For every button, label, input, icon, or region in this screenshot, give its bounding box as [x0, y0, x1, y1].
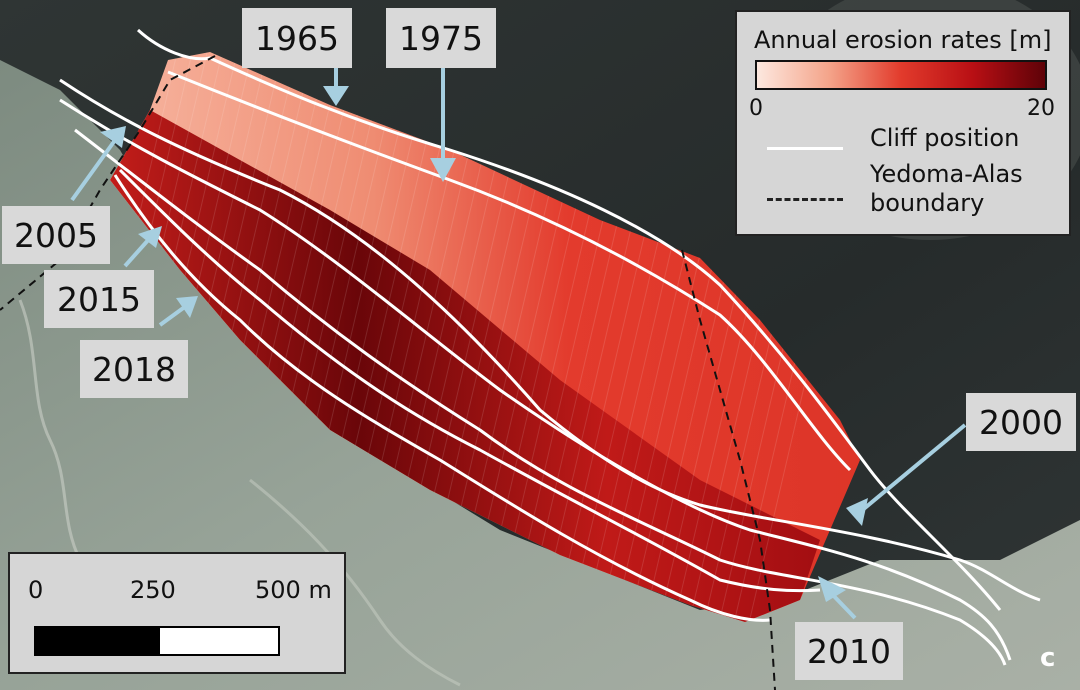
yedoma-alas-boundary [0, 55, 216, 311]
arrow-2005 [70, 126, 126, 202]
legend-cliff-symbol [767, 147, 843, 150]
scale-segment-black [34, 626, 158, 656]
cliff-line-2000 [59, 78, 1041, 602]
cliff-line-2010 [74, 128, 1007, 666]
land-drainage-channel [18, 299, 82, 561]
land-drainage-channel [249, 478, 461, 687]
scale-bar: 0 250 500 m [8, 552, 346, 674]
legend-color-ramp [755, 60, 1047, 90]
panel-letter: c [1040, 643, 1056, 673]
year-label-1975: 1975 [386, 8, 496, 68]
scale-segment-white [158, 626, 280, 656]
arrow-1965 [323, 68, 349, 106]
year-arrows [70, 68, 967, 620]
year-label-2000: 2000 [966, 393, 1076, 451]
arrow-2010 [818, 576, 857, 620]
year-label-2005: 2005 [2, 206, 110, 264]
scale-tick-250: 250 [130, 576, 176, 604]
legend: Annual erosion rates [m] 0 20 Cliff posi… [735, 10, 1071, 236]
arrow-1975 [430, 68, 456, 182]
arrow-2000 [846, 423, 967, 526]
yedoma-alas-boundary [681, 249, 776, 690]
year-label-2018: 2018 [80, 340, 188, 398]
cliff-line-1965 [136, 28, 1002, 611]
scale-tick-0: 0 [28, 576, 44, 604]
year-label-2010: 2010 [795, 622, 903, 680]
arrow-2015 [123, 226, 162, 268]
legend-scale-min: 0 [749, 96, 763, 121]
legend-boundary-symbol [767, 198, 843, 201]
cliff-line-2015 [118, 168, 821, 593]
legend-boundary-label: Yedoma-Alas boundary [870, 160, 1023, 217]
land-area [0, 60, 1080, 690]
legend-cliff-label: Cliff position [870, 124, 1020, 152]
year-label-2015: 2015 [44, 270, 154, 328]
transect-line [110, 52, 181, 622]
cliff-position-lines [59, 28, 1041, 666]
cliff-line-1975 [167, 70, 852, 472]
legend-scale-max: 20 [1027, 96, 1055, 121]
legend-title: Annual erosion rates [m] [754, 26, 1052, 54]
year-label-1965: 1965 [242, 8, 352, 68]
scale-tick-500: 500 m [255, 576, 332, 604]
cliff-line-2005 [59, 98, 1012, 661]
arrow-2018 [158, 296, 198, 327]
cliff-line-2018 [113, 174, 771, 622]
